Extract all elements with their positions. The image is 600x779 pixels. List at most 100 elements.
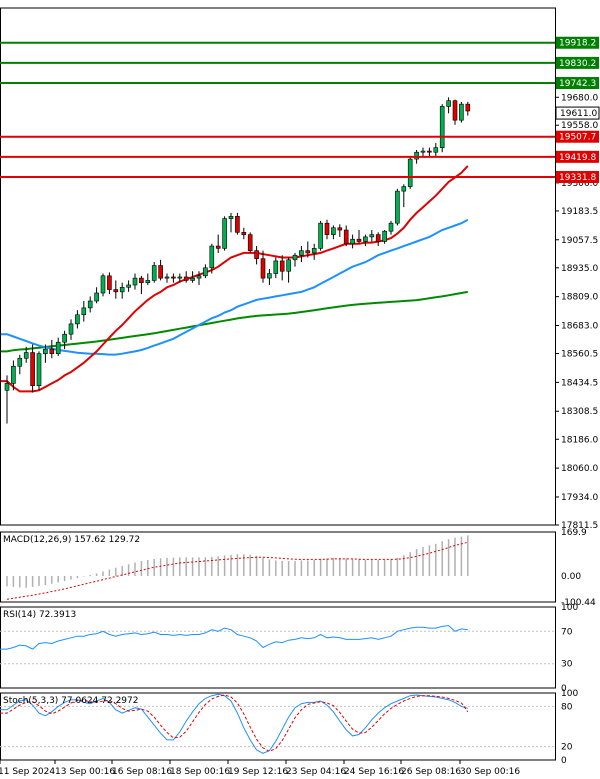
- ema-blue-line: [0, 218, 469, 356]
- y-tick-label: 17934.0: [561, 493, 598, 503]
- candle-body: [247, 234, 253, 251]
- candle-body: [279, 260, 285, 272]
- candle-body: [215, 245, 221, 249]
- candle-body: [196, 275, 202, 279]
- candle-body: [81, 307, 87, 316]
- candle-body: [305, 250, 311, 254]
- level-label: 19419.8: [559, 153, 596, 163]
- level-label: 19331.8: [559, 173, 596, 183]
- candle-body: [260, 258, 266, 279]
- candle-body: [241, 232, 247, 235]
- y-tick-label: 18560.5: [561, 350, 598, 360]
- candle-body: [23, 352, 29, 359]
- y-tick-label: 19183.5: [561, 207, 598, 217]
- candle-body: [55, 341, 61, 354]
- candle-body: [465, 103, 471, 112]
- y-tick-label: 19680.0: [561, 93, 598, 103]
- level-label-box: [556, 150, 599, 163]
- candle-body: [382, 230, 387, 242]
- level-label: 19830.2: [559, 59, 596, 69]
- candle-body: [228, 216, 234, 219]
- candle-body: [318, 222, 323, 249]
- stoch-label: Stoch(5,3,3) 77.0624 72.2972: [3, 696, 138, 706]
- candle-body: [292, 254, 298, 261]
- stoch-tick-label: 100: [561, 689, 578, 699]
- rsi-line: [0, 625, 468, 650]
- candle-body: [203, 267, 208, 277]
- stoch-k-line: [0, 693, 468, 754]
- ema-red-line: [0, 165, 469, 393]
- candle-body: [17, 357, 23, 367]
- candle-body: [414, 151, 419, 160]
- candle-body: [222, 218, 227, 249]
- candle-body: [324, 222, 330, 235]
- candle-body: [350, 238, 355, 245]
- stoch-tick-label: 0: [561, 756, 567, 766]
- candle-body: [62, 333, 67, 343]
- candle-body: [190, 277, 195, 281]
- current-price-label: 19611.0: [560, 109, 597, 119]
- candle-body: [49, 348, 55, 354]
- candle-body: [126, 284, 131, 288]
- y-tick-label: 19057.5: [561, 236, 598, 246]
- y-tick-label: 18308.5: [561, 407, 598, 417]
- candle-body: [4, 383, 10, 391]
- y-tick-label: 18060.0: [561, 464, 598, 474]
- level-label-box: [556, 56, 599, 69]
- candle-body: [267, 273, 272, 279]
- rsi-label: RSI(14) 72.3913: [3, 610, 76, 620]
- panel-frame-0: [0, 7, 556, 526]
- candle-body: [139, 277, 144, 283]
- level-label-box: [556, 36, 599, 49]
- candle-body: [401, 186, 407, 192]
- x-tick-label: 11 Sep 2024: [0, 767, 55, 777]
- x-tick-label: 30 Sep 00:16: [460, 767, 520, 777]
- candle-body: [369, 234, 375, 238]
- candle-body: [331, 227, 336, 235]
- macd-tick-label: -100.44: [561, 598, 596, 608]
- x-tick-label: 23 Sep 04:16: [286, 767, 346, 777]
- panel-frame-1: [0, 531, 556, 603]
- macd-tick-label: 169.9: [561, 528, 587, 538]
- stoch-tick-label: 20: [561, 743, 573, 753]
- candle-body: [337, 227, 343, 231]
- rsi-tick-label: 100: [561, 603, 578, 613]
- candle-body: [87, 300, 93, 309]
- x-tick-label: 13 Sep 00:16: [55, 767, 115, 777]
- candle-body: [11, 365, 16, 384]
- candle-body: [36, 353, 42, 387]
- candle-body: [439, 106, 445, 148]
- x-tick-label: 26 Sep 08:16: [401, 767, 461, 777]
- candle-body: [375, 234, 381, 242]
- candle-body: [132, 277, 138, 286]
- candle-body: [286, 259, 291, 272]
- level-label: 19918.2: [559, 39, 596, 49]
- candle-body: [75, 314, 80, 325]
- candle-body: [343, 229, 349, 245]
- candle-body: [254, 250, 259, 259]
- level-label-box: [556, 130, 599, 143]
- candle-body: [273, 260, 279, 274]
- candle-body: [235, 216, 240, 233]
- candle-body: [164, 276, 170, 279]
- macd-tick-label: 0.00: [561, 572, 581, 582]
- candle-body: [356, 238, 362, 242]
- y-tick-label: 18935.0: [561, 264, 598, 274]
- candle-body: [433, 147, 439, 153]
- candle-body: [177, 276, 183, 279]
- macd-label: MACD(12,26,9) 157.62 129.72: [3, 535, 140, 545]
- level-label-box: [556, 77, 599, 90]
- candle-body: [427, 150, 432, 153]
- y-tick-label: 18809.0: [561, 293, 598, 303]
- ema-green-line: [0, 290, 468, 353]
- candle-body: [311, 248, 317, 254]
- current-price-box: [555, 106, 600, 120]
- x-tick-label: 19 Sep 12:16: [228, 767, 288, 777]
- x-tick-label: 16 Sep 08:16: [112, 767, 172, 777]
- candle-body: [119, 286, 125, 293]
- level-label: 19507.7: [559, 133, 596, 143]
- panel-frame-2: [0, 606, 556, 689]
- candle-body: [113, 289, 119, 293]
- candle-body: [171, 276, 176, 279]
